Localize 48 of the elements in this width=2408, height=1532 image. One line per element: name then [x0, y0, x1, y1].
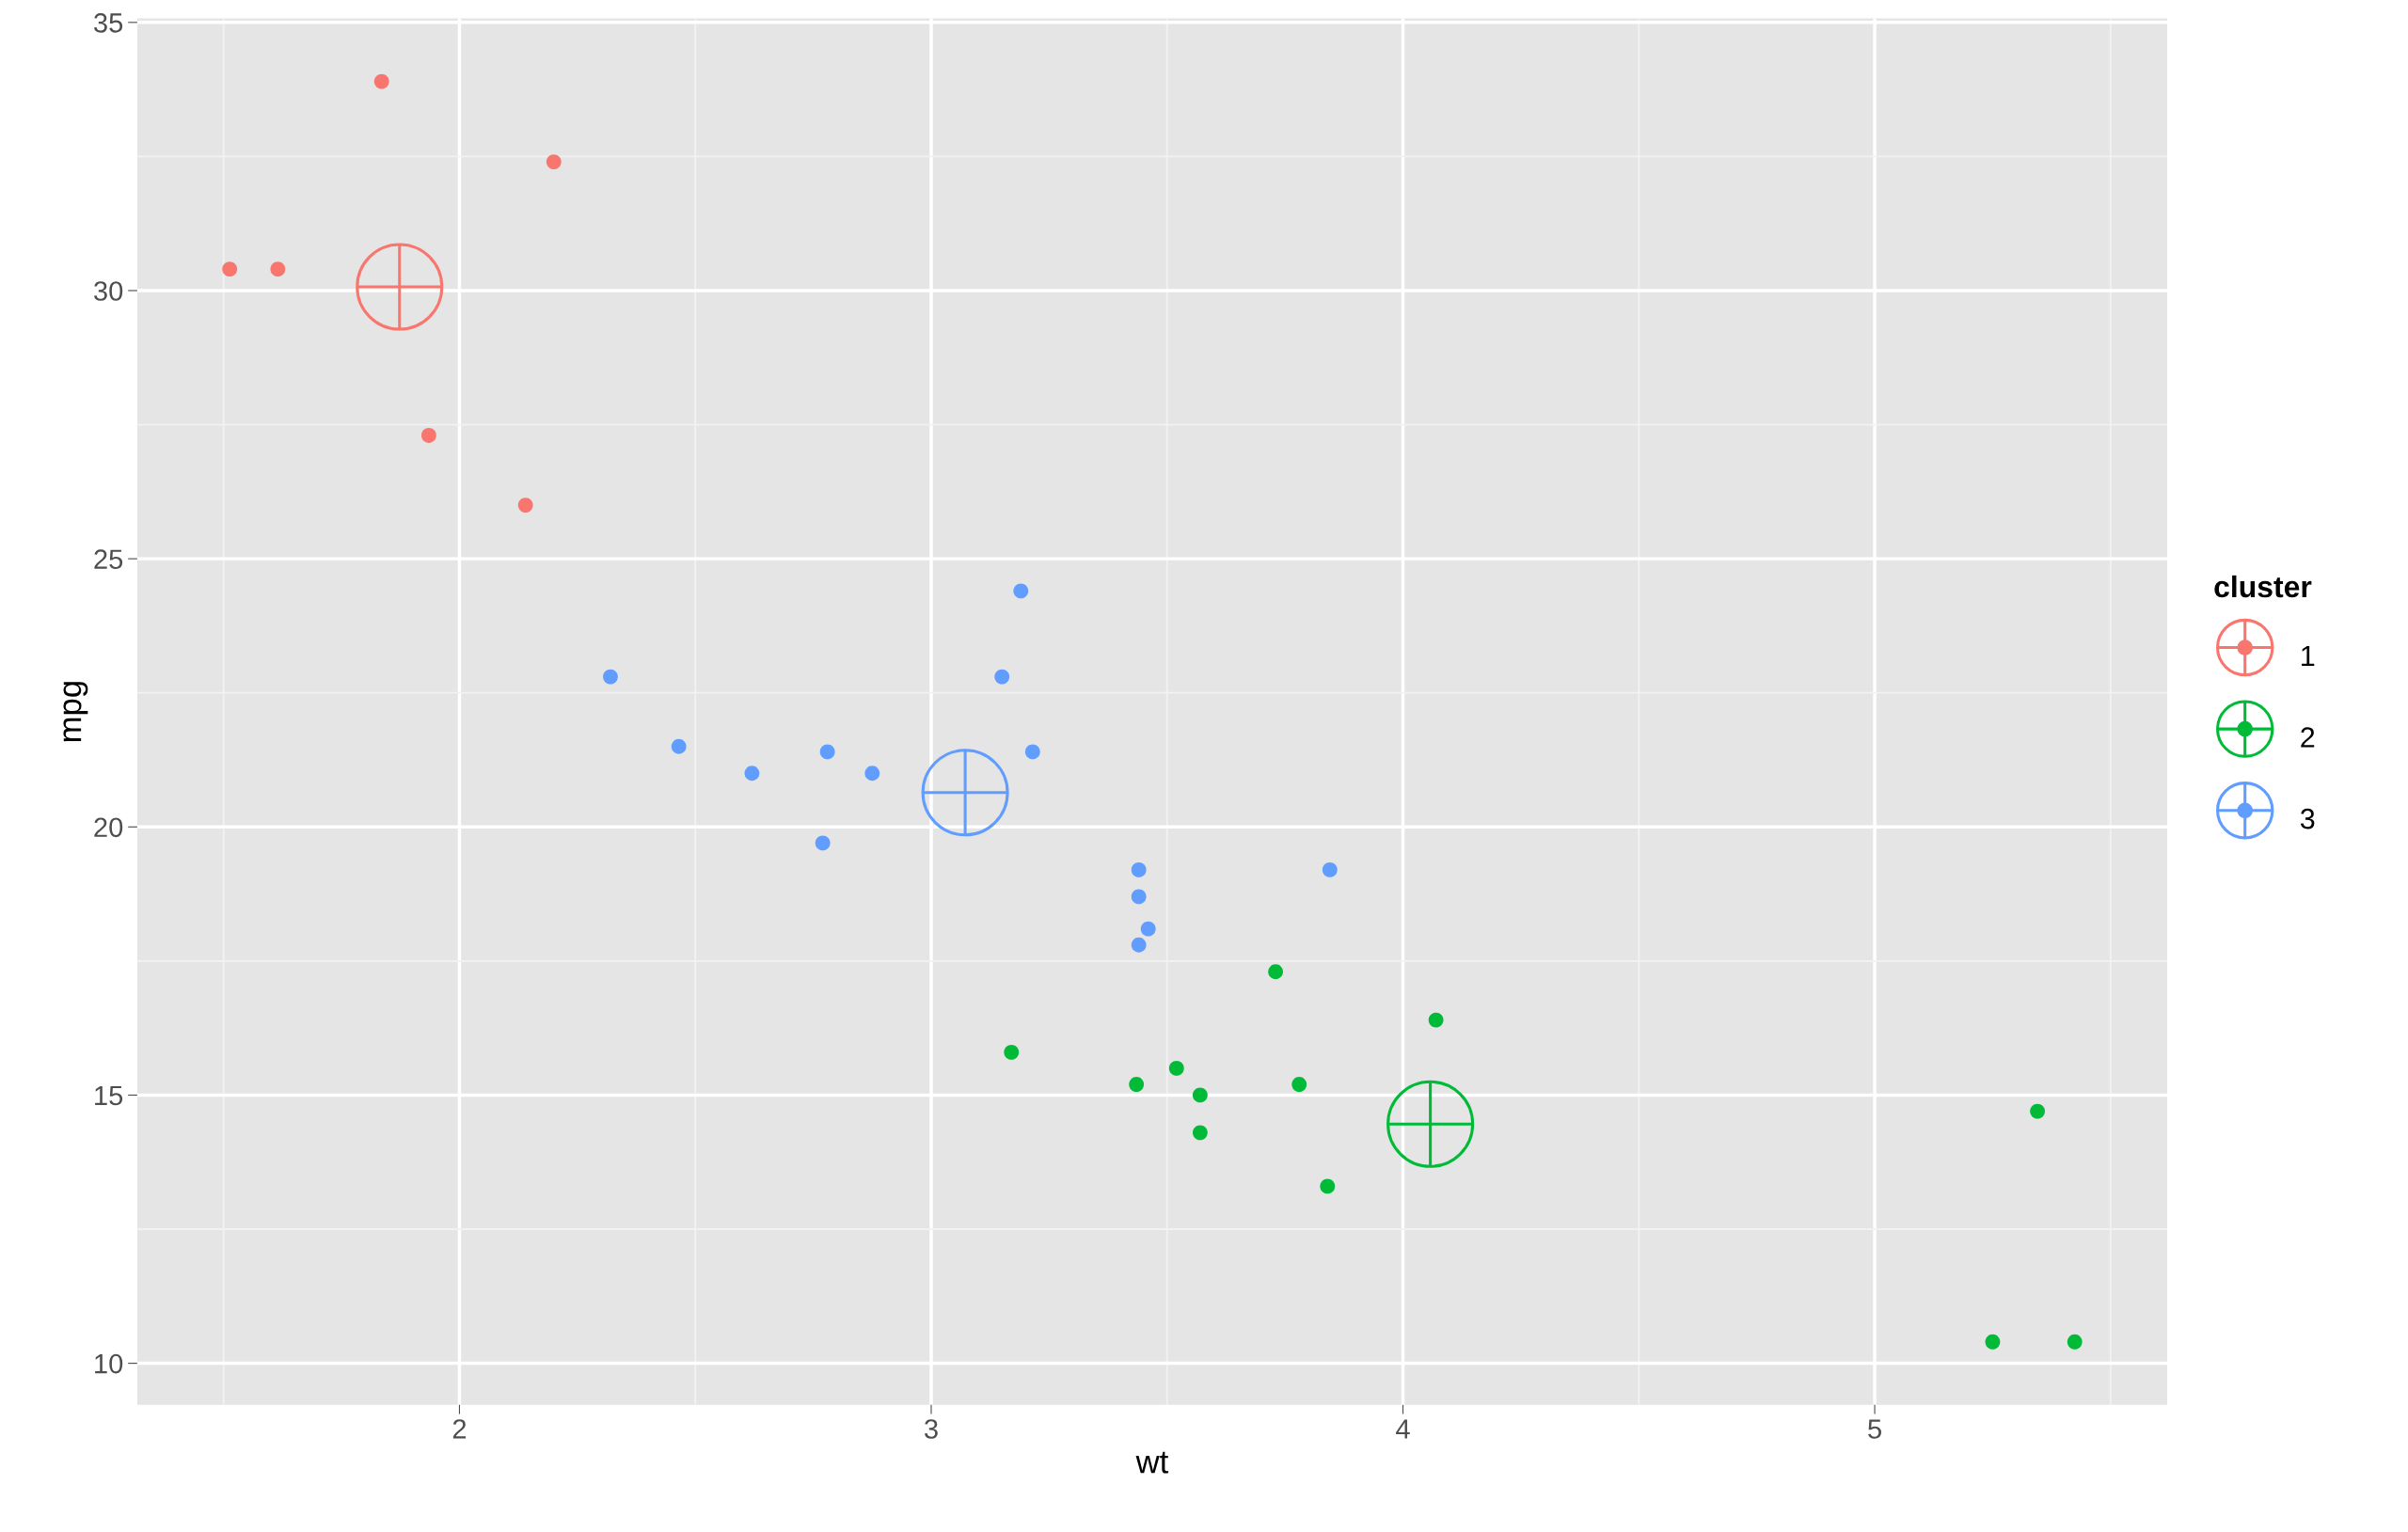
point	[1192, 1125, 1208, 1141]
y-tick-label: 25	[94, 549, 123, 569]
y-tick-label: 15	[95, 1085, 123, 1106]
point	[270, 261, 286, 277]
point	[2030, 1103, 2045, 1119]
point	[1320, 1178, 1336, 1194]
point	[1322, 861, 1338, 877]
y-tick-label: 30	[94, 281, 123, 301]
point	[1268, 964, 1284, 980]
point	[864, 766, 880, 782]
x-tick-label: 4	[1396, 1419, 1410, 1439]
point	[1140, 921, 1156, 937]
legend-title: cluster	[2214, 575, 2312, 598]
point	[2067, 1334, 2083, 1350]
point	[1192, 1087, 1208, 1103]
point	[1985, 1334, 2001, 1350]
point	[1428, 1012, 1444, 1028]
point	[1013, 583, 1029, 599]
point	[819, 744, 835, 760]
point	[1024, 744, 1040, 760]
point	[517, 498, 533, 513]
legend-label: 2	[2301, 727, 2315, 748]
point	[603, 669, 618, 685]
point	[1168, 1061, 1184, 1076]
y-axis-title: mpg	[63, 682, 88, 742]
legend-label: 3	[2300, 808, 2315, 829]
point	[744, 766, 760, 782]
point	[1131, 889, 1147, 905]
point	[1129, 1077, 1145, 1092]
point	[671, 738, 687, 754]
x-tick-label: 3	[925, 1419, 938, 1439]
y-tick-label: 10	[95, 1353, 123, 1374]
x-tick-label: 2	[452, 1419, 467, 1439]
x-axis-title: wt	[1135, 1451, 1169, 1474]
y-tick-label: 20	[94, 817, 123, 838]
point	[1131, 937, 1147, 953]
point	[546, 154, 562, 170]
point	[1004, 1044, 1020, 1060]
point	[1131, 861, 1147, 877]
point	[1291, 1077, 1307, 1092]
point	[420, 428, 436, 443]
point	[994, 669, 1010, 685]
legend-label: 1	[2302, 645, 2315, 666]
point	[373, 73, 389, 89]
point	[815, 835, 831, 851]
y-tick-label: 35	[94, 13, 123, 33]
x-tick-label: 5	[1868, 1419, 1881, 1439]
point	[222, 261, 238, 277]
